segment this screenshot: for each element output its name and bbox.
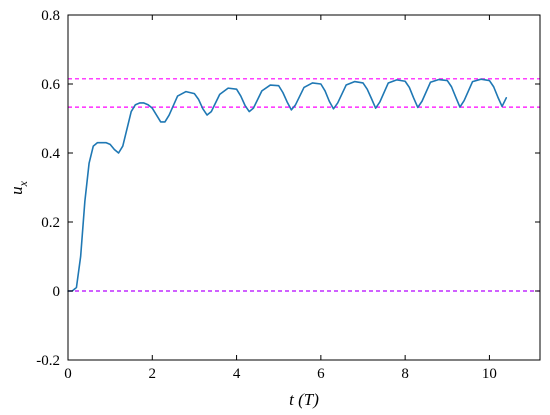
- y-axis-label-sub: x: [16, 180, 30, 187]
- reference-lines: [68, 78, 540, 292]
- y-tick-label: 0.2: [41, 215, 60, 231]
- y-axis-label-main: u: [7, 186, 26, 195]
- plot-area: [68, 15, 540, 360]
- axes-frame: [67, 14, 541, 361]
- x-tick-label: 4: [233, 366, 241, 382]
- y-tick-label: 0.4: [41, 146, 60, 162]
- x-tick-label: 2: [149, 366, 157, 382]
- x-tick-label: 8: [401, 366, 409, 382]
- x-axis-ticks: 0 2 4 6 8 10: [64, 15, 497, 382]
- x-tick-label: 6: [317, 366, 325, 382]
- x-tick-label: 0: [64, 366, 72, 382]
- y-tick-label: -0.2: [36, 353, 60, 369]
- x-tick-label: 10: [482, 366, 497, 382]
- series-layer: [67, 78, 508, 292]
- y-axis-label: ux: [7, 180, 30, 195]
- y-tick-label: 0: [53, 284, 61, 300]
- y-tick-label: 0.8: [41, 8, 60, 24]
- y-axis-ticks: -0.2 0 0.2 0.4 0.6 0.8: [36, 8, 540, 369]
- y-tick-label: 0.6: [41, 77, 60, 93]
- x-axis-label: t (T): [289, 390, 319, 409]
- series-line: [67, 78, 508, 292]
